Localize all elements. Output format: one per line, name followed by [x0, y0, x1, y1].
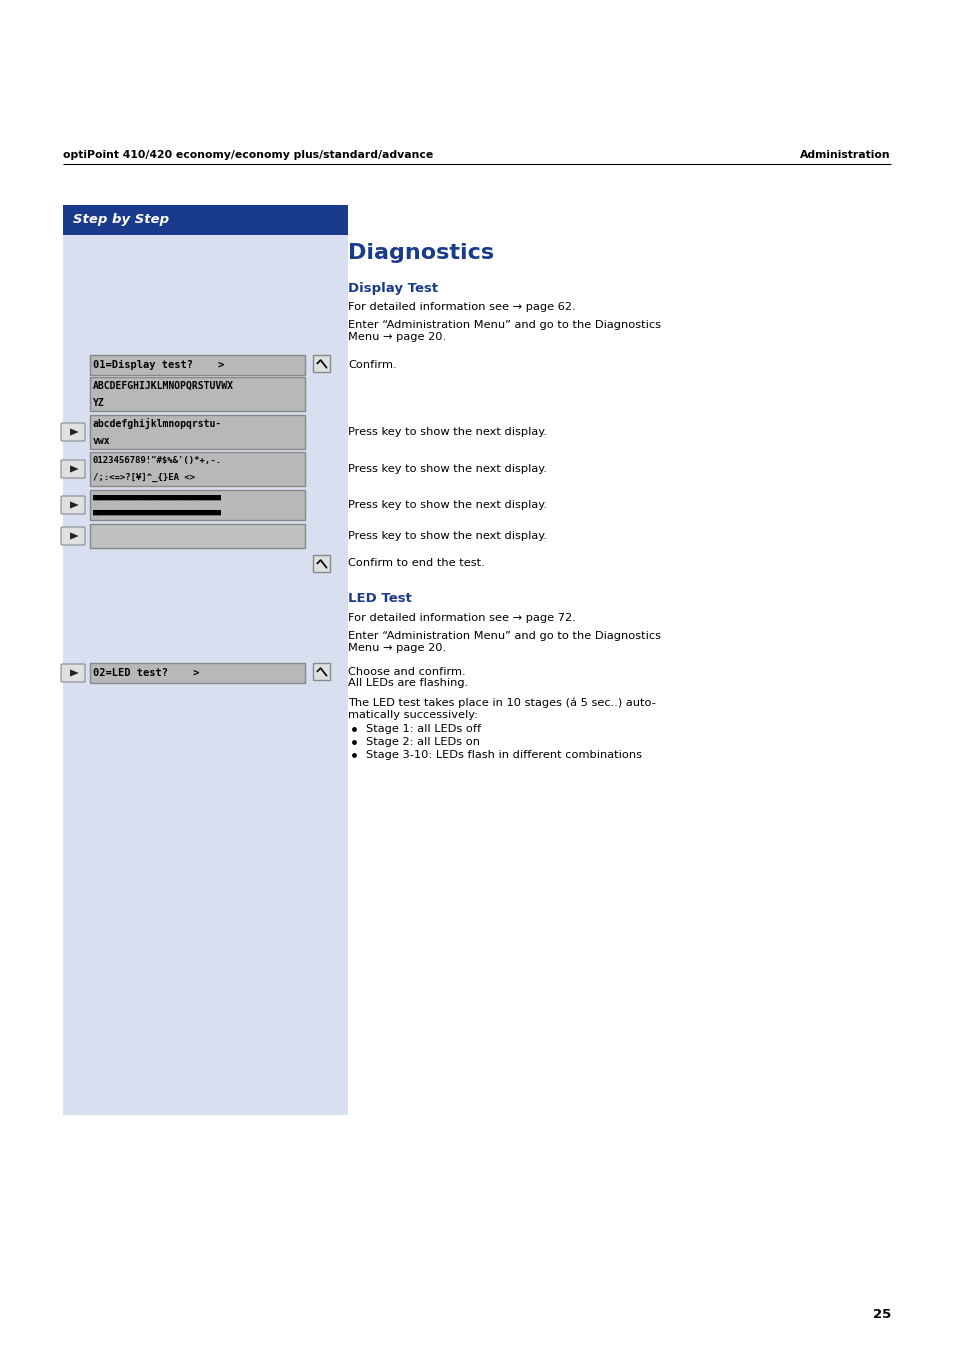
Text: Press key to show the next display.: Press key to show the next display.	[348, 463, 546, 474]
Text: LED Test: LED Test	[348, 592, 412, 605]
Text: Menu → page 20.: Menu → page 20.	[348, 643, 446, 653]
FancyBboxPatch shape	[90, 524, 305, 549]
Text: /;:<=>?[¥]^_{}EA <>: /;:<=>?[¥]^_{}EA <>	[92, 473, 195, 482]
Text: For detailed information see → page 62.: For detailed information see → page 62.	[348, 303, 575, 312]
FancyBboxPatch shape	[90, 415, 305, 449]
Text: 02=LED test?    >: 02=LED test? >	[92, 667, 199, 678]
Text: All LEDs are flashing.: All LEDs are flashing.	[348, 678, 468, 688]
FancyBboxPatch shape	[61, 527, 85, 544]
FancyBboxPatch shape	[90, 490, 305, 520]
Text: Enter “Administration Menu” and go to the Diagnostics: Enter “Administration Menu” and go to th…	[348, 631, 660, 640]
Text: Confirm.: Confirm.	[348, 359, 396, 370]
Text: Enter “Administration Menu” and go to the Diagnostics: Enter “Administration Menu” and go to th…	[348, 320, 660, 330]
Text: vwx: vwx	[92, 435, 111, 446]
FancyBboxPatch shape	[90, 377, 305, 411]
FancyBboxPatch shape	[61, 496, 85, 513]
Text: Press key to show the next display.: Press key to show the next display.	[348, 531, 546, 540]
Text: Display Test: Display Test	[348, 282, 437, 295]
Text: The LED test takes place in 10 stages (á 5 sec..) auto-: The LED test takes place in 10 stages (á…	[348, 697, 656, 708]
FancyBboxPatch shape	[90, 663, 305, 684]
Text: Stage 2: all LEDs on: Stage 2: all LEDs on	[366, 738, 479, 747]
Text: YZ: YZ	[92, 397, 105, 408]
Text: Diagnostics: Diagnostics	[348, 243, 494, 263]
Polygon shape	[70, 669, 79, 677]
Text: ■■■■■■■■■■■■■■■■■■■■■■■■: ■■■■■■■■■■■■■■■■■■■■■■■■	[92, 508, 222, 517]
Polygon shape	[70, 501, 79, 508]
FancyBboxPatch shape	[63, 205, 348, 1115]
Text: Stage 3-10: LEDs flash in different combinations: Stage 3-10: LEDs flash in different comb…	[366, 750, 641, 761]
Text: optiPoint 410/420 economy/economy plus/standard/advance: optiPoint 410/420 economy/economy plus/s…	[63, 150, 433, 159]
Polygon shape	[70, 532, 79, 539]
Polygon shape	[70, 428, 79, 435]
Text: 25: 25	[872, 1308, 890, 1321]
Text: Press key to show the next display.: Press key to show the next display.	[348, 500, 546, 509]
Text: Choose and confirm.: Choose and confirm.	[348, 667, 465, 677]
Text: abcdefghijklmnopqrstu-: abcdefghijklmnopqrstu-	[92, 417, 222, 430]
FancyBboxPatch shape	[313, 663, 330, 680]
Text: For detailed information see → page 72.: For detailed information see → page 72.	[348, 613, 576, 623]
FancyBboxPatch shape	[313, 355, 330, 372]
Text: 0123456789!"#$%&'()*+,-.: 0123456789!"#$%&'()*+,-.	[92, 457, 222, 465]
Text: Confirm to end the test.: Confirm to end the test.	[348, 558, 484, 569]
Text: matically successively:: matically successively:	[348, 711, 477, 720]
Text: ■■■■■■■■■■■■■■■■■■■■■■■■: ■■■■■■■■■■■■■■■■■■■■■■■■	[92, 493, 222, 503]
FancyBboxPatch shape	[90, 453, 305, 486]
Text: Step by Step: Step by Step	[73, 213, 169, 227]
Text: Menu → page 20.: Menu → page 20.	[348, 332, 446, 342]
Text: Stage 1: all LEDs off: Stage 1: all LEDs off	[366, 724, 480, 734]
Text: ABCDEFGHIJKLMNOPQRSTUVWX: ABCDEFGHIJKLMNOPQRSTUVWX	[92, 381, 233, 390]
FancyBboxPatch shape	[61, 459, 85, 478]
Text: Administration: Administration	[800, 150, 890, 159]
FancyBboxPatch shape	[61, 663, 85, 682]
FancyBboxPatch shape	[63, 205, 348, 235]
Text: 01=Display test?    >: 01=Display test? >	[92, 359, 224, 370]
Text: Press key to show the next display.: Press key to show the next display.	[348, 427, 546, 436]
FancyBboxPatch shape	[90, 355, 305, 376]
FancyBboxPatch shape	[61, 423, 85, 440]
FancyBboxPatch shape	[313, 555, 330, 571]
Polygon shape	[70, 465, 79, 473]
